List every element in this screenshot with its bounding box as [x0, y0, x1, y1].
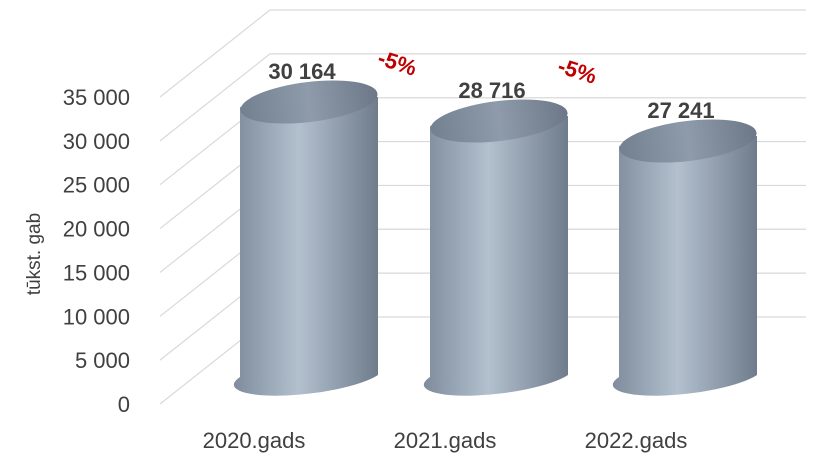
y-axis-ticks: 0 5 000 10 000 15 000 20 000 25 000 30 000 35 0… [63, 85, 130, 417]
bars [233, 80, 757, 396]
bar-top [619, 119, 757, 163]
y-tick-label: 0 [118, 392, 130, 417]
change-annotation: -5% [555, 53, 600, 89]
y-tick-label: 5 000 [75, 348, 130, 373]
y-tick-label: 10 000 [63, 304, 130, 329]
data-label: 30 164 [268, 59, 336, 84]
data-labels: 30 164 28 716 27 241 [268, 59, 714, 123]
x-tick-label: 2020.gads [203, 428, 306, 453]
bar-body [233, 97, 378, 396]
x-tick-label: 2021.gads [394, 428, 497, 453]
bar-top [240, 80, 378, 124]
bar-body [423, 116, 568, 396]
bar-body [612, 136, 757, 396]
y-tick-label: 15 000 [63, 260, 130, 285]
bar-top [430, 99, 568, 143]
bar [423, 99, 568, 396]
bar [233, 80, 378, 396]
data-label: 28 716 [458, 78, 525, 103]
category-labels: 2020.gads 2021.gads 2022.gads [203, 428, 688, 453]
data-label: 27 241 [647, 98, 714, 123]
gridline [159, 9, 806, 98]
bar [612, 119, 757, 396]
y-tick-label: 20 000 [63, 217, 130, 242]
x-tick-label: 2022.gads [585, 428, 688, 453]
y-tick-label: 35 000 [63, 85, 130, 110]
y-tick-label: 25 000 [63, 173, 130, 198]
y-tick-label: 30 000 [63, 129, 130, 154]
change-annotation: -5% [375, 45, 420, 81]
y-axis-label: tūkst. gab [24, 213, 45, 295]
gridline [159, 53, 806, 142]
